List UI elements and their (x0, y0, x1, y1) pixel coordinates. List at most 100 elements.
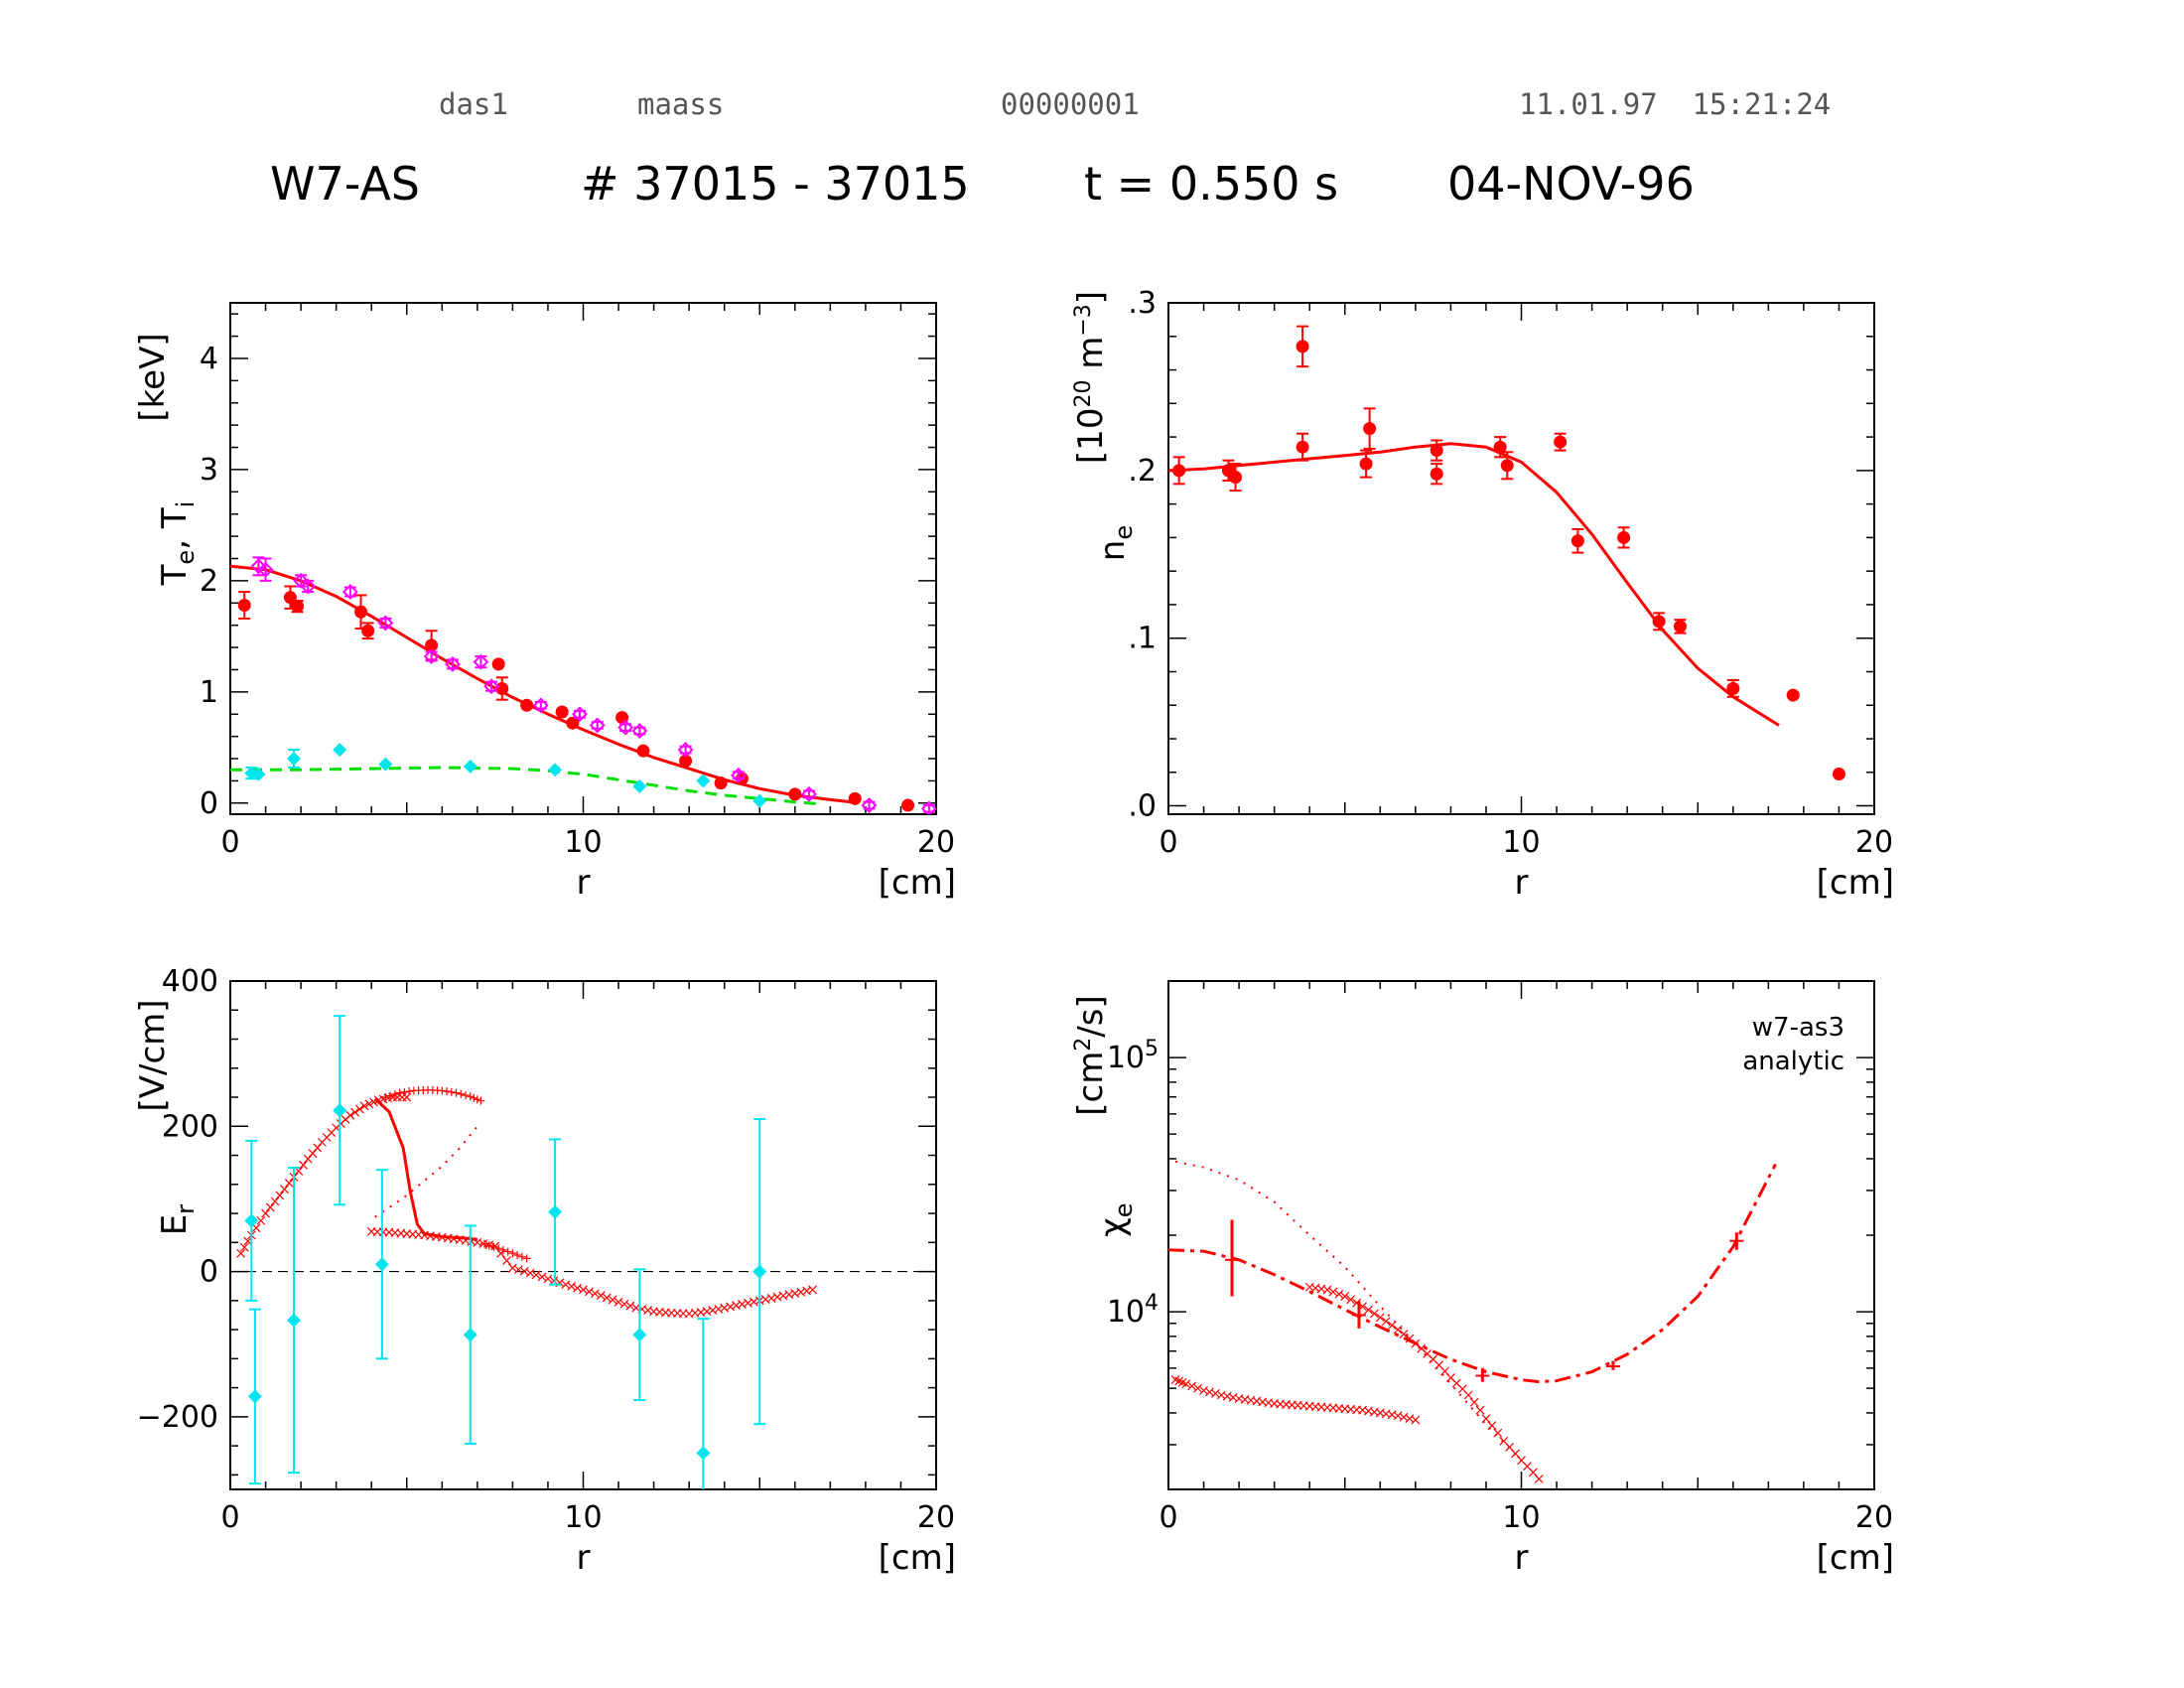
curve-plus-marker (489, 1242, 498, 1251)
curve-plus-marker (479, 1239, 488, 1248)
data-point (495, 681, 509, 695)
title-time: t = 0.550 s (1084, 157, 1339, 211)
curve-cross-marker (1511, 1449, 1520, 1459)
data-point (1673, 620, 1687, 633)
curve-cross-marker (1181, 1379, 1191, 1389)
data-point (250, 558, 267, 575)
data-point (445, 655, 461, 672)
data-point (1430, 467, 1443, 481)
plot-area (1168, 325, 1845, 780)
data-point (861, 797, 878, 813)
curve-cross-marker (270, 1196, 280, 1206)
curve-cross-marker (796, 1287, 806, 1297)
data-point (901, 798, 915, 812)
curve-cross-marker (299, 1160, 308, 1170)
y-tick-label: 400 (162, 964, 218, 999)
y-axis-label: ne (1093, 525, 1138, 561)
curve-cross-marker (790, 1289, 800, 1298)
data-point (532, 697, 549, 714)
curve-cross-marker (549, 1276, 559, 1286)
y-axis-unit: [V/cm] (133, 999, 173, 1111)
title-shots: # 37015 - 37015 (581, 157, 970, 211)
curve-cross-marker (525, 1268, 535, 1278)
y-tick-label: 3 (200, 453, 218, 488)
fit-curve-dotted (374, 1125, 478, 1218)
curve-cross-marker (345, 1110, 355, 1120)
fit-curve-dashed (230, 766, 824, 806)
title-date: 04-NOV-96 (1447, 157, 1695, 211)
curve-cross-marker (1210, 1389, 1220, 1398)
curve-cross-marker (1399, 1412, 1409, 1422)
data-point (679, 754, 693, 768)
curve-plus-marker (443, 1087, 452, 1096)
curve-cross-marker (596, 1291, 606, 1301)
data-point (566, 716, 580, 730)
y-tick-label: .3 (1128, 286, 1157, 321)
data-point (1832, 767, 1845, 780)
curve-cross-marker (619, 1299, 629, 1309)
data-point (463, 1328, 478, 1342)
curve-cross-marker (275, 1191, 285, 1200)
curve-plus-marker (462, 1091, 470, 1100)
data-point (257, 561, 274, 578)
x-tick-label: 10 (1502, 825, 1540, 860)
curve-plus-marker (477, 1096, 485, 1105)
curve-plus-marker (390, 1090, 399, 1099)
y-axis-label: Er (155, 1204, 200, 1235)
header-user: maass (637, 87, 725, 121)
curve-plus-marker (473, 1095, 481, 1104)
curve-plus-marker (517, 1252, 526, 1261)
data-point (1172, 464, 1186, 478)
curve-cross-marker (531, 1270, 541, 1280)
curve-plus-marker (470, 1093, 478, 1102)
y-tick-label: 0 (200, 786, 218, 821)
plot-frame (229, 980, 937, 1490)
x-tick-label: 20 (917, 1500, 955, 1535)
curve-cross-marker (808, 1285, 817, 1295)
curve-cross-marker (1340, 1292, 1350, 1301)
x-tick-label: 20 (917, 825, 955, 860)
data-point (244, 1213, 259, 1228)
curve-cross-marker (1328, 1287, 1338, 1297)
curve-cross-marker (519, 1266, 529, 1276)
curve-plus-marker (400, 1087, 409, 1096)
curve-plus-marker (457, 1089, 466, 1098)
curve-cross-marker (602, 1293, 612, 1303)
data-point (1570, 534, 1584, 548)
curve-cross-marker (1411, 1415, 1421, 1425)
y-tick-label: .2 (1128, 454, 1157, 489)
header-date-time: 11.01.97 15:21:24 (1519, 87, 1832, 121)
x-tick-label: 20 (1855, 1500, 1893, 1535)
data-point (1554, 435, 1568, 449)
curve-cross-marker (749, 1297, 758, 1307)
fit-curve-dashdot (1168, 1163, 1777, 1384)
x-axis-label: r (1515, 863, 1529, 903)
y-tick-label: 1 (200, 675, 218, 710)
curve-cross-marker (1381, 1317, 1391, 1327)
curve-plus-marker (484, 1241, 493, 1250)
data-point (801, 785, 817, 802)
curve-cross-marker (585, 1287, 594, 1297)
curve-plus-marker (513, 1250, 522, 1259)
curve-plus-marker (494, 1244, 503, 1253)
curve-cross-marker (579, 1285, 588, 1295)
fit-curve-solid (1168, 442, 1780, 727)
data-point (251, 767, 266, 781)
curve-cross-marker (1393, 1411, 1403, 1421)
curve-cross-marker (766, 1293, 776, 1303)
curve-plus-marker (498, 1245, 507, 1254)
data-point (1652, 615, 1666, 629)
curve-cross-marker (261, 1208, 270, 1218)
data-point (300, 578, 317, 595)
data-point (473, 653, 489, 670)
curve-cross-marker (543, 1274, 553, 1284)
curve-plus-marker (522, 1254, 531, 1263)
curve-cross-marker (256, 1215, 266, 1225)
y-tick-label: 105 (1107, 1037, 1159, 1075)
data-point (1229, 471, 1243, 485)
curve-plus-marker (508, 1249, 517, 1258)
x-tick-label: 0 (1159, 825, 1177, 860)
curve-plus-marker (466, 1092, 475, 1101)
data-point (361, 624, 375, 637)
